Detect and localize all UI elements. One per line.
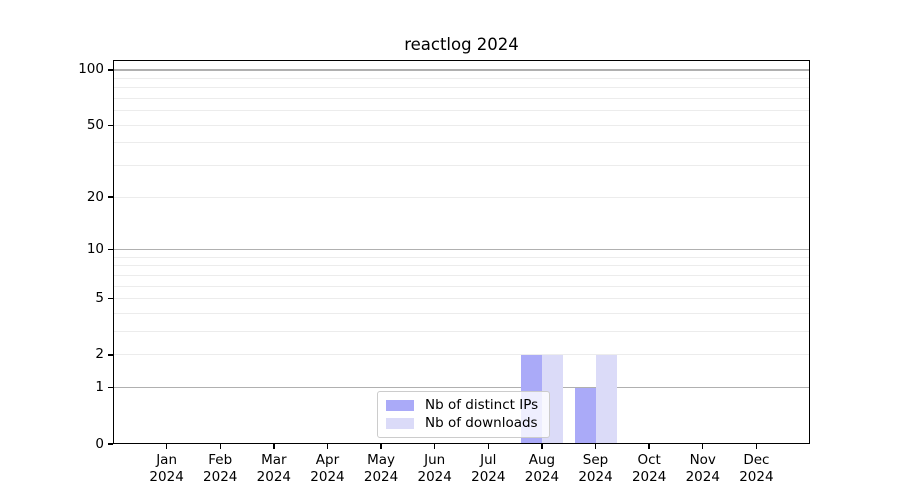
legend-label-distinct-ips: Nb of distinct IPs bbox=[425, 396, 539, 413]
x-tick-mark-mar bbox=[273, 444, 275, 449]
x-tick-label-aug-2024: Aug 2024 bbox=[524, 452, 560, 485]
x-tick-label-dec-2024: Dec 2024 bbox=[739, 452, 774, 485]
legend-swatch-downloads-icon bbox=[386, 418, 414, 430]
y-tick-label-0: 0 bbox=[95, 435, 104, 452]
x-tick-mark-aug bbox=[541, 444, 543, 449]
gridline-minor-20 bbox=[113, 196, 810, 198]
x-tick-label-jan-2024: Jan 2024 bbox=[149, 452, 184, 485]
x-tick-mark-may bbox=[380, 444, 382, 449]
bar-distinct_ips-sep-2024 bbox=[574, 387, 596, 444]
y-tick-mark-50 bbox=[108, 124, 113, 126]
y-tick-mark-0 bbox=[108, 443, 113, 445]
gridline-minor-90 bbox=[113, 77, 810, 79]
gridline-minor-5 bbox=[113, 298, 810, 300]
y-tick-label-10: 10 bbox=[86, 241, 104, 258]
x-tick-label-mar-2024: Mar 2024 bbox=[256, 452, 292, 485]
gridline-minor-4 bbox=[113, 313, 810, 314]
y-tick-mark-5 bbox=[108, 298, 113, 300]
gridline-minor-9 bbox=[113, 256, 810, 258]
y-tick-mark-1 bbox=[108, 387, 113, 389]
plot-area: Nb of distinct IPs Nb of downloads bbox=[113, 60, 810, 444]
x-tick-mark-jan bbox=[165, 444, 168, 449]
y-tick-label-20: 20 bbox=[86, 188, 104, 205]
y-tick-mark-10 bbox=[108, 248, 113, 251]
x-tick-mark-feb bbox=[219, 444, 221, 449]
chart-title: reactlog 2024 bbox=[404, 35, 519, 54]
x-tick-label-jun-2024: Jun 2024 bbox=[417, 452, 452, 485]
x-tick-mark-sep bbox=[594, 444, 597, 449]
gridline-minor-30 bbox=[113, 165, 810, 167]
gridline-minor-80 bbox=[113, 87, 810, 89]
x-tick-label-sep-2024: Sep 2024 bbox=[578, 452, 613, 485]
x-tick-label-may-2024: May 2024 bbox=[363, 452, 399, 485]
y-tick-label-5: 5 bbox=[95, 290, 104, 307]
x-tick-label-feb-2024: Feb 2024 bbox=[203, 452, 238, 485]
gridline-major-1 bbox=[113, 387, 810, 389]
gridline-minor-2 bbox=[113, 354, 810, 356]
y-tick-label-100: 100 bbox=[78, 61, 104, 78]
y-tick-mark-20 bbox=[108, 196, 113, 198]
gridline-minor-40 bbox=[113, 142, 810, 144]
legend: Nb of distinct IPs Nb of downloads bbox=[377, 391, 550, 438]
y-tick-label-1: 1 bbox=[95, 379, 104, 396]
gridline-minor-70 bbox=[113, 97, 810, 99]
legend-swatch-distinct-ips-icon bbox=[386, 399, 414, 411]
gridline-minor-3 bbox=[113, 331, 810, 333]
y-tick-label-50: 50 bbox=[86, 116, 104, 133]
y-tick-label-2: 2 bbox=[95, 346, 104, 363]
legend-item-downloads: Nb of downloads bbox=[386, 415, 541, 432]
x-tick-label-jul-2024: Jul 2024 bbox=[471, 452, 506, 485]
gridline-major-10 bbox=[113, 249, 810, 251]
x-tick-mark-dec bbox=[755, 444, 758, 449]
gridline-minor-6 bbox=[113, 285, 810, 287]
y-tick-mark-100 bbox=[108, 69, 113, 71]
x-tick-mark-jun bbox=[433, 444, 436, 449]
legend-label-downloads: Nb of downloads bbox=[425, 415, 538, 432]
x-tick-label-apr-2024: Apr 2024 bbox=[310, 452, 345, 485]
gridline-minor-50 bbox=[113, 124, 810, 126]
gridline-minor-8 bbox=[113, 265, 810, 267]
bar-downloads-sep-2024 bbox=[595, 354, 617, 444]
gridline-minor-60 bbox=[113, 110, 810, 112]
gridline-minor-7 bbox=[113, 274, 810, 276]
x-tick-label-oct-2024: Oct 2024 bbox=[631, 452, 667, 485]
legend-item-distinct-ips: Nb of distinct IPs bbox=[386, 397, 541, 414]
x-tick-mark-jul bbox=[487, 444, 489, 449]
x-tick-mark-oct bbox=[648, 444, 650, 449]
y-tick-mark-2 bbox=[108, 354, 113, 356]
gridline-major-100 bbox=[113, 69, 810, 71]
x-tick-mark-apr bbox=[326, 444, 329, 449]
x-tick-label-nov-2024: Nov 2024 bbox=[685, 452, 720, 485]
x-tick-mark-nov bbox=[702, 444, 704, 449]
